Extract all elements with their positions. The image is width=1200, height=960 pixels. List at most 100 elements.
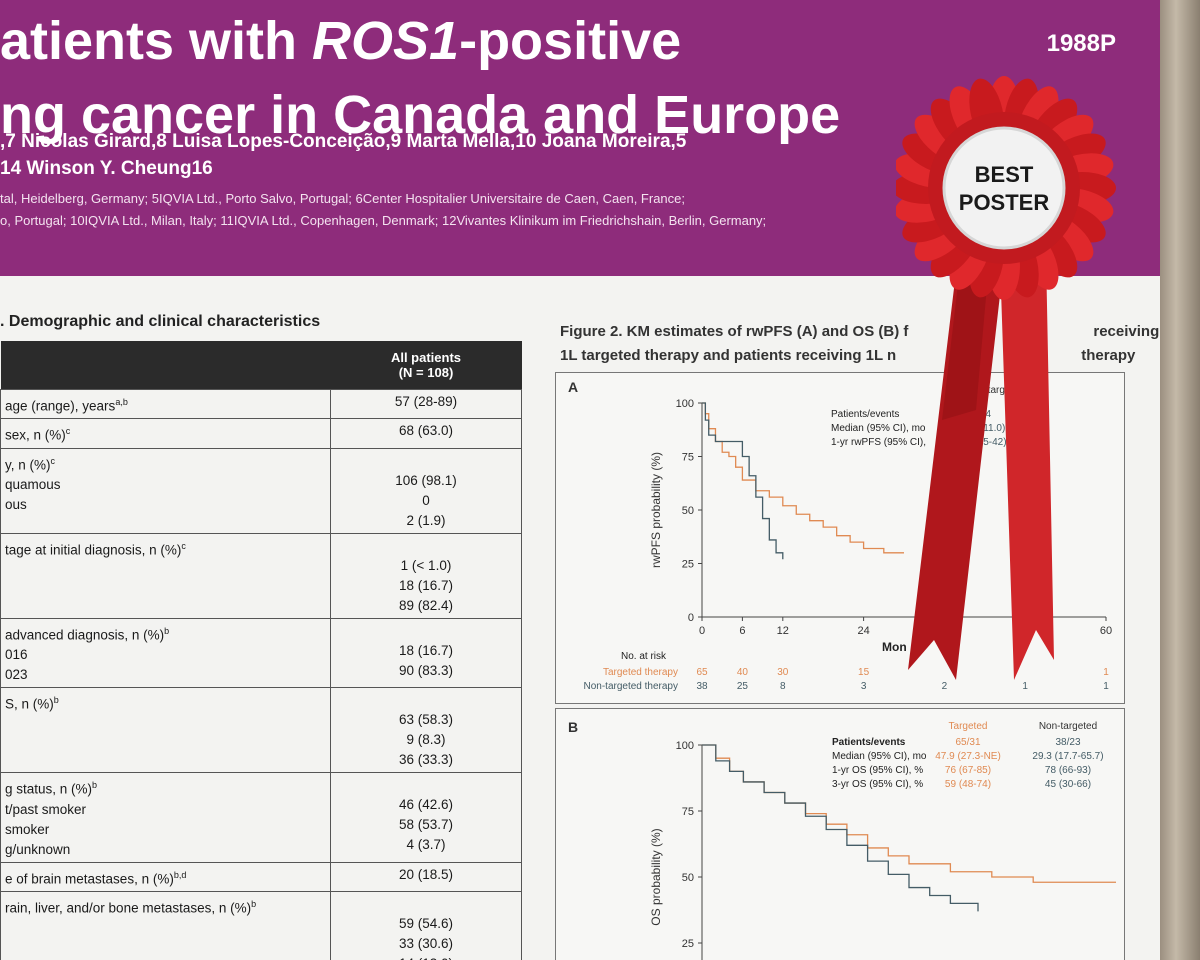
row-label: e of brain metastases, n (%)b,d [5, 865, 326, 890]
y-axis-label: OS probability (%) [649, 828, 663, 925]
table1-value-cell: ​106 (98.1) 0 2 (1.9) [330, 447, 522, 534]
legend-value-nontargeted: 38/23 [1055, 737, 1080, 748]
legend-value-targeted: 65/31 [955, 737, 980, 748]
authors-line: ,7 Nicolas Girard,8 Luisa Lopes-Conceiçã… [0, 131, 687, 152]
table1-value-cell: 57 (28-89) [330, 388, 522, 419]
poster-code: 1988P [1046, 30, 1116, 57]
title-line2: ng cancer in Canada and Europe [0, 85, 841, 145]
fig-title-part: receiving [1093, 323, 1160, 340]
row-label: age (range), yearsa,b [5, 392, 326, 417]
table1-row: tage at initial diagnosis, n (%)c​1 (< 1… [0, 532, 522, 619]
table1-label-cell: rain, liver, and/or bone metastases, n (… [0, 891, 331, 960]
y-tick-label: 25 [682, 938, 694, 950]
poster-authors: ,7 Nicolas Girard,8 Luisa Lopes-Conceiçã… [0, 128, 686, 182]
table1-value-cell: 68 (63.0) [330, 418, 522, 449]
y-tick-label: 75 [682, 806, 694, 818]
value-spacer: ​ [335, 621, 517, 641]
table1-value-cell: ​1 (< 1.0) 18 (16.7) 89 (82.4) [330, 532, 522, 619]
rosette-badge [942, 126, 1066, 250]
row-footnote: c [50, 455, 56, 466]
affil-line: o, Portugal; 10IQVIA Ltd., Milan, Italy;… [0, 213, 767, 228]
legend-header: Non-targeted [966, 385, 1024, 396]
row-value: 0 [422, 492, 430, 508]
row-label-text: e of brain metastases, n (%) [5, 871, 174, 886]
risk-count: 25 [737, 681, 749, 692]
table1-label-cell: e of brain metastases, n (%)b,d [0, 861, 331, 892]
y-tick-label: 100 [676, 740, 694, 752]
row-sublabel: ous [5, 497, 27, 512]
row-label: S, n (%)b [5, 690, 326, 715]
row-value: 58 (53.7) [398, 817, 454, 832]
legend-value-targeted: 47.9 (27.3-NE) [935, 751, 1001, 762]
fig-title-part: Figure 2. KM estimates of rwPFS (A) and … [560, 323, 909, 340]
row-value: 18 (16.7) [398, 577, 454, 593]
panel-a-label: A [568, 379, 579, 395]
legend-value: 6 (15-42) [966, 437, 1007, 448]
title-part: -positive [459, 11, 682, 71]
table1-header-all: All patients (N = 108) [330, 341, 522, 389]
row-value: 59 (54.6) [398, 916, 454, 931]
title-part: atients with [0, 11, 313, 71]
legend-label: Median (95% CI), mo [831, 423, 926, 434]
row-sublabel: quamous [5, 477, 61, 492]
row-value: 20 (18.5) [398, 866, 454, 882]
poster-affiliations: tal, Heidelberg, Germany; 5IQVIA Ltd., P… [0, 188, 766, 232]
row-label: advanced diagnosis, n (%)b [5, 621, 326, 646]
table1-title: . Demographic and clinical characteristi… [0, 313, 321, 330]
row-value: 57 (28-89) [394, 393, 458, 409]
legend-label: Patients/events [831, 409, 899, 420]
panel-b: B 25 50 75 100 OS probability (%) Targeted Non… [555, 708, 1125, 960]
affil-line: tal, Heidelberg, Germany; 5IQVIA Ltd., P… [0, 191, 686, 206]
row-footnote: c [181, 540, 186, 551]
row-value: 14 (13.0) [335, 954, 517, 960]
authors-line: 14 Winson Y. Cheung16 [0, 158, 213, 179]
risk-count: 3 [861, 681, 867, 692]
row-footnote: b [53, 695, 59, 705]
km-curve-non-targeted [702, 744, 979, 912]
legend-value-targeted: 59 (48-74) [945, 779, 991, 790]
risk-count: 40 [737, 667, 749, 678]
table1-row: g status, n (%)b t/past smoker smoker g/unk… [0, 772, 522, 863]
x-tick-label: 6 [739, 625, 745, 637]
risk-count: 1 [1103, 681, 1109, 692]
fig-title-part: therapy [1081, 347, 1136, 364]
row-footnote: c [65, 426, 71, 436]
row-value: 63 (58.3) [398, 712, 454, 727]
table1-label-cell: tage at initial diagnosis, n (%)c [0, 532, 331, 619]
panel-b-chart: 25 50 75 100 OS probability (%) Targeted Non-t… [649, 721, 1116, 960]
table1-header-blank [0, 341, 331, 389]
row-label-text: sex, n (%) [5, 427, 66, 443]
risk-row-label: Targeted therapy [603, 667, 678, 678]
x-tick-label: 60 [1100, 625, 1112, 637]
ribbon-tails-icon [908, 240, 1054, 680]
row-footnote: b [251, 899, 257, 909]
rosette-line2: POSTER [959, 190, 1050, 215]
value-spacer: ​ [335, 894, 517, 914]
row-label-text: S, n (%) [5, 696, 54, 712]
row-value: 36 (33.3) [398, 752, 454, 767]
legend-label: Median (95% CI), mo [832, 751, 927, 762]
y-tick-label: 100 [676, 398, 694, 410]
row-value: 68 (63.0) [398, 423, 454, 438]
risk-count: 65 [696, 667, 708, 678]
y-tick-label: 50 [682, 872, 694, 884]
y-tick-label: 75 [682, 452, 694, 464]
km-curve-non-targeted-therapy [702, 402, 784, 560]
row-label: tage at initial diagnosis, n (%)c [5, 536, 326, 561]
x-tick-label: 12 [777, 625, 789, 637]
row-label: y, n (%)c [5, 451, 326, 476]
header-line: (N = 108) [398, 364, 454, 380]
row-value: 46 (42.6) [398, 797, 454, 812]
table1-label-cell: advanced diagnosis, n (%)b 016 023 [0, 617, 331, 688]
risk-count: 1 [1022, 681, 1028, 692]
value-spacer: ​ [335, 690, 517, 710]
row-value: 2 (1.9) [406, 512, 446, 528]
figure2-title: Figure 2. KM estimates of rwPFS (A) and … [560, 320, 1159, 368]
legend-header: Targeted [949, 721, 988, 732]
row-label-text: g status, n (%) [5, 781, 93, 797]
legend-label: 1-yr OS (95% CI), % [832, 765, 923, 776]
row-footnote: a,b [115, 396, 128, 407]
row-footnote: b [164, 625, 170, 636]
legend-label: Patients/events [832, 737, 906, 748]
